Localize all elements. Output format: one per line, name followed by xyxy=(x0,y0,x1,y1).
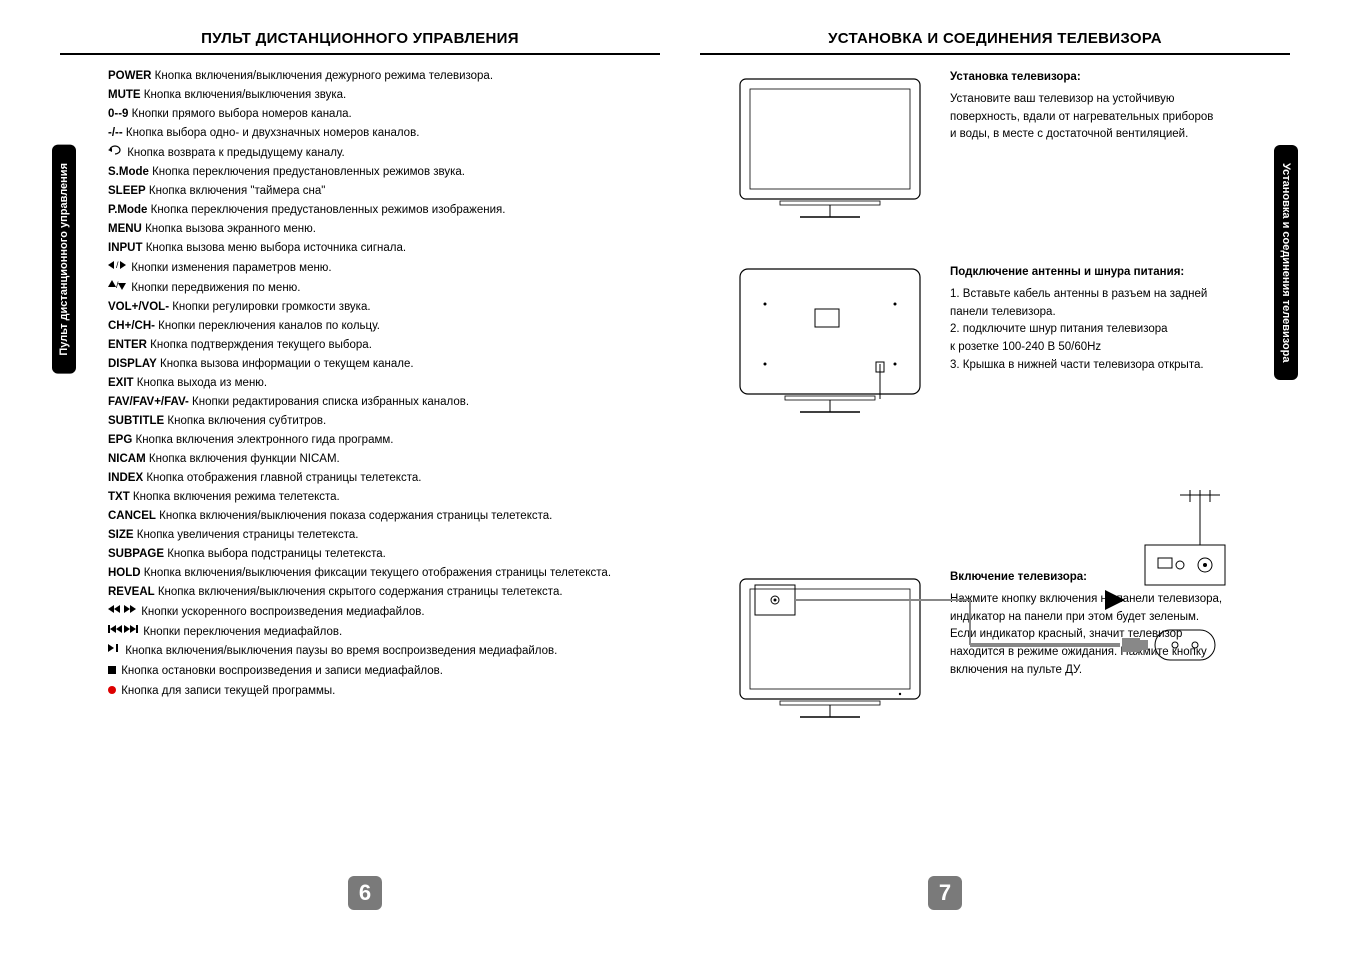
antenna-block: Подключение антенны и шнура питания: 1. … xyxy=(700,264,1290,419)
remote-row: FAV/FAV+/FAV- Кнопки редактирования спис… xyxy=(108,395,660,411)
remote-row: 0--9 Кнопки прямого выбора номеров канал… xyxy=(108,107,660,123)
remote-row: CANCEL Кнопка включения/выключения показ… xyxy=(108,509,660,525)
remote-row: POWER Кнопка включения/выключения дежурн… xyxy=(108,69,660,85)
remote-row: DISPLAY Кнопка вызова информации о текущ… xyxy=(108,357,660,373)
rewff-icon xyxy=(108,604,136,620)
remote-row: SUBPAGE Кнопка выбора подстраницы телете… xyxy=(108,547,660,563)
remote-row: NICAM Кнопка включения функции NICAM. xyxy=(108,452,660,468)
install-subhead: Установка телевизора: xyxy=(950,69,1290,87)
playpause-icon xyxy=(108,643,120,659)
install-block: Установка телевизора: Установите ваш тел… xyxy=(700,69,1290,224)
ud-icon: / xyxy=(108,280,126,296)
tv-back-figure xyxy=(730,264,930,419)
install-text: Установка телевизора: Установите ваш тел… xyxy=(950,69,1290,224)
remote-row: Кнопка для записи текущей программы. xyxy=(108,683,660,699)
remote-row: EPG Кнопка включения электронного гида п… xyxy=(108,433,660,449)
page-right: УСТАНОВКА И СОЕДИНЕНИЯ ТЕЛЕВИЗОРА Устано… xyxy=(700,30,1290,910)
svg-text:/: / xyxy=(116,260,119,270)
remote-row: CH+/CH- Кнопки переключения каналов по к… xyxy=(108,319,660,335)
antenna-line: к розетке 100-240 В 50/60Hz xyxy=(950,339,1290,357)
prevnext-icon xyxy=(108,624,138,640)
antenna-line: 3. Крышка в нижней части телевизора откр… xyxy=(950,357,1290,375)
remote-row: SIZE Кнопка увеличения страницы телетекс… xyxy=(108,528,660,544)
page-number-left: 6 xyxy=(348,876,382,910)
antenna-line: панели телевизора. xyxy=(950,304,1290,322)
svg-text:/: / xyxy=(116,280,119,290)
remote-row: INDEX Кнопка отображения главной страниц… xyxy=(108,471,660,487)
remote-row: HOLD Кнопка включения/выключения фиксаци… xyxy=(108,566,660,582)
remote-row: MUTE Кнопка включения/выключения звука. xyxy=(108,88,660,104)
antenna-line: 2. подключите шнур питания телевизора xyxy=(950,321,1290,339)
antenna-text: Подключение антенны и шнура питания: 1. … xyxy=(950,264,1290,419)
connector-diagram xyxy=(750,490,1250,670)
rec-icon xyxy=(108,683,116,699)
page-left: ПУЛЬТ ДИСТАНЦИОННОГО УПРАВЛЕНИЯ POWER Кн… xyxy=(60,30,660,910)
remote-row: Кнопки ускоренного воспроизведения медиа… xyxy=(108,604,660,620)
remote-row: VOL+/VOL- Кнопки регулировки громкости з… xyxy=(108,300,660,316)
remote-row: TXT Кнопка включения режима телетекста. xyxy=(108,490,660,506)
remote-row: / Кнопки передвижения по меню. xyxy=(108,280,660,296)
remote-row: / Кнопки изменения параметров меню. xyxy=(108,260,660,276)
remote-row: Кнопка включения/выключения паузы во вре… xyxy=(108,643,660,659)
install-line: Установите ваш телевизор на устойчивую xyxy=(950,91,1290,109)
lr-icon: / xyxy=(108,260,126,276)
right-heading: УСТАНОВКА И СОЕДИНЕНИЯ ТЕЛЕВИЗОРА xyxy=(700,30,1290,55)
remote-row: EXIT Кнопка выхода из меню. xyxy=(108,376,660,392)
remote-row: -/-- Кнопка выбора одно- и двухзначных н… xyxy=(108,126,660,142)
remote-button-list: POWER Кнопка включения/выключения дежурн… xyxy=(108,69,660,699)
return-icon xyxy=(108,145,122,161)
remote-row: SUBTITLE Кнопка включения субтитров. xyxy=(108,414,660,430)
remote-row: SLEEP Кнопка включения "таймера сна" xyxy=(108,184,660,200)
stop-icon xyxy=(108,663,116,679)
install-line: и воды, в месте с достаточной вентиляцие… xyxy=(950,126,1290,144)
remote-row: Кнопки переключения медиафайлов. xyxy=(108,624,660,640)
remote-row: S.Mode Кнопка переключения предустановле… xyxy=(108,165,660,181)
left-heading: ПУЛЬТ ДИСТАНЦИОННОГО УПРАВЛЕНИЯ xyxy=(60,30,660,55)
remote-row: INPUT Кнопка вызова меню выбора источник… xyxy=(108,241,660,257)
page-number-right: 7 xyxy=(928,876,962,910)
antenna-subhead: Подключение антенны и шнура питания: xyxy=(950,264,1290,282)
remote-row: MENU Кнопка вызова экранного меню. xyxy=(108,222,660,238)
remote-row: ENTER Кнопка подтверждения текущего выбо… xyxy=(108,338,660,354)
remote-row: P.Mode Кнопка переключения предустановле… xyxy=(108,203,660,219)
install-line: поверхность, вдали от нагревательных при… xyxy=(950,109,1290,127)
antenna-line: 1. Вставьте кабель антенны в разъем на з… xyxy=(950,286,1290,304)
remote-row: Кнопка возврата к предыдущему каналу. xyxy=(108,145,660,161)
remote-row: REVEAL Кнопка включения/выключения скрыт… xyxy=(108,585,660,601)
remote-row: Кнопка остановки воспроизведения и запис… xyxy=(108,663,660,679)
tv-front-figure xyxy=(730,69,930,224)
